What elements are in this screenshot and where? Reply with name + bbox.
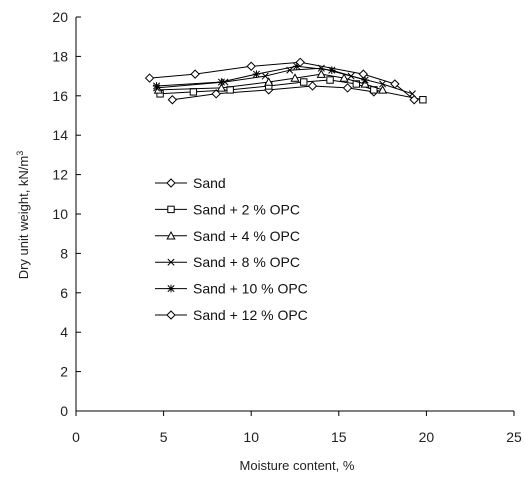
data-point [316,69,326,78]
y-tick-label: 4 [60,324,68,340]
y-tick-label: 6 [60,285,68,301]
data-point [261,72,269,80]
legend-marker [167,284,175,293]
data-point [379,80,387,88]
x-tick-label: 25 [506,429,522,445]
legend-marker [167,258,175,266]
data-point [419,96,427,104]
legend-label: Sand + 2 % OPC [193,201,300,217]
x-tick-label: 10 [243,429,259,445]
data-point [390,79,400,89]
legend-entry: Sand [155,175,226,191]
data-point [300,78,308,86]
legend-marker [167,205,175,214]
legend-marker [166,230,176,240]
data-point [292,62,301,71]
legend-entry: Sand + 10 % OPC [155,281,308,297]
legend-marker [166,310,176,320]
y-tick-label: 8 [60,245,68,261]
data-point [216,83,227,92]
data-point [358,69,369,79]
series-6 [144,57,419,105]
series-line [172,85,374,101]
data-point [217,78,226,86]
series-line [156,67,413,95]
y-tick-label: 12 [52,167,68,183]
y-tick-label: 10 [52,206,68,222]
data-point [307,81,318,91]
legend-label: Sand + 12 % OPC [193,307,308,323]
ticks: 0 2 4 6 8 10 12 14 16 18 20 0 5 10 15 20 25 [52,9,522,445]
y-axis-title-main: Dry unit weight, kN/m [16,156,31,280]
legend-entry: Sand + 12 % OPC [155,307,308,323]
y-tick-label: 14 [52,127,68,143]
x-tick-label: 20 [419,429,435,445]
data-point [352,80,361,88]
data-point [264,77,274,86]
series-2 [156,76,427,104]
legend-marker [166,178,176,188]
data-point [167,95,178,105]
x-tick-label: 0 [72,429,80,445]
y-tick-label: 16 [52,88,68,104]
legend-label: Sand + 10 % OPC [193,281,308,297]
y-tick-label: 18 [52,48,68,64]
data-point [152,82,161,90]
y-axis-title: Dry unit weight, kN/m3 [15,151,31,280]
series-5 [152,62,369,90]
data-point [361,76,369,84]
legend-entry: Sand + 2 % OPC [155,201,300,217]
data-point [211,89,221,99]
data-point [339,73,349,82]
legend-label: Sand [193,175,226,191]
data-point [226,86,234,94]
data-point [295,57,305,68]
x-tick-label: 15 [331,429,347,445]
series-line [158,73,383,91]
data-point [327,66,336,74]
y-tick-label: 20 [52,9,68,25]
series-line [156,65,366,87]
x-tick-label: 5 [160,429,168,445]
data-point [144,73,155,83]
y-tick-label: 2 [60,364,68,380]
legend-entry: Sand + 4 % OPC [155,228,300,244]
data-point [189,88,198,96]
data-point [342,83,353,93]
y-tick-label: 0 [60,403,68,419]
legend-entry: Sand + 8 % OPC [155,254,300,270]
data-point [326,76,334,84]
y-axis-title-superscript: 3 [15,151,25,156]
data-point [190,69,200,79]
legend: Sand Sand + 2 % OPC Sand + 4 % OPC Sand + 8… [155,175,308,323]
legend-label: Sand + 8 % OPC [193,254,300,270]
data-point [377,85,388,94]
data-point [246,61,256,71]
series-group [144,57,427,105]
data-point [409,95,419,105]
data-point [290,73,300,82]
data-point [252,70,261,78]
x-axis-title: Moisture content, % [240,458,355,473]
legend-label: Sand + 4 % OPC [193,228,300,244]
